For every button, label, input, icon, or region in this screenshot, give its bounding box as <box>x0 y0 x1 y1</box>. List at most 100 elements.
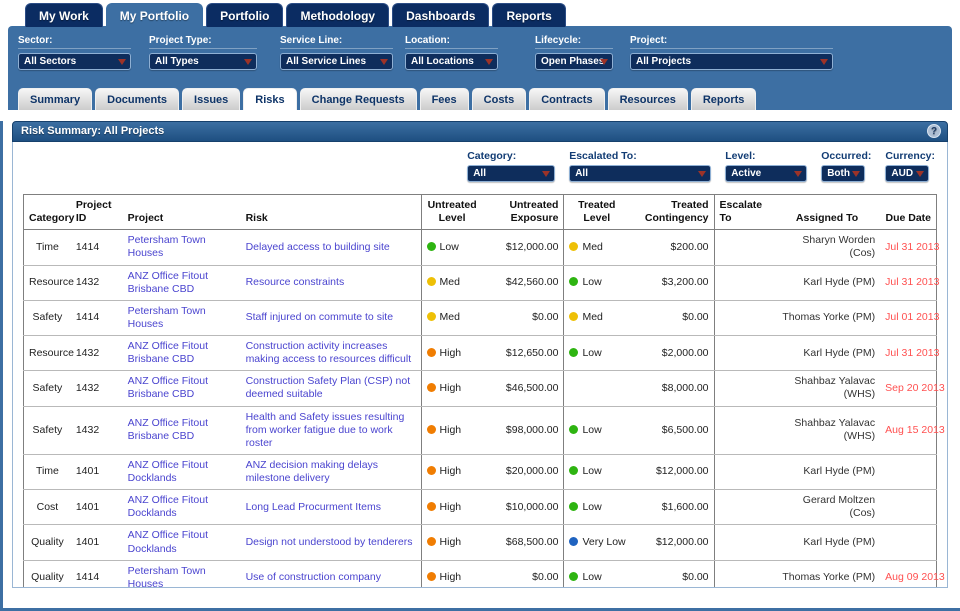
treated-level-cell: Low <box>563 454 630 491</box>
risk-link[interactable]: Resource constraints <box>245 276 345 289</box>
filter-dropdown-project[interactable]: All Projects <box>630 53 833 70</box>
project-link[interactable]: Petersham Town Houses <box>127 234 206 260</box>
dropdown-arrow-icon <box>542 171 551 177</box>
column-header-risk: Risk <box>240 194 422 231</box>
risk-link[interactable]: Design not understood by tenderers <box>245 535 413 548</box>
assigned-to-cell: Karl Hyde (PM) <box>773 524 881 561</box>
project-link[interactable]: ANZ Office Fitout Docklands <box>127 529 208 555</box>
project-link[interactable]: ANZ Office Fitout Brisbane CBD <box>127 269 208 295</box>
risk-cell: Construction Safety Plan (CSP) not deeme… <box>240 370 422 407</box>
untreated-exposure-cell: $0.00 <box>482 300 564 337</box>
table-row: Time 1401 ANZ Office Fitout Docklands ANZ d… <box>23 454 937 491</box>
tab-reports[interactable]: Reports <box>690 88 757 110</box>
table-row: Resource 1432 ANZ Office Fitout Brisbane C… <box>23 265 939 301</box>
dropdown-arrow-icon <box>380 59 388 65</box>
main-nav-tabs: My Work My Portfolio Portfolio Methodology D… <box>0 0 960 27</box>
assigned-to-cell: Thomas Yorke (PM) <box>773 560 881 587</box>
risk-filter-dropdown-category[interactable]: All <box>467 165 556 182</box>
risk-level-label: High <box>439 571 462 584</box>
top-tab-dashboards[interactable]: Dashboards <box>392 3 490 27</box>
top-tab-portfolio[interactable]: Portfolio <box>206 3 284 27</box>
risk-link[interactable]: Health and Safety issues resulting from … <box>245 410 405 449</box>
project-link[interactable]: ANZ Office Fitout Brisbane CBD <box>127 375 208 401</box>
tab-risks[interactable]: Risks <box>243 88 297 110</box>
project-cell: Petersham Town Houses <box>122 300 241 337</box>
risk-cell: Resource constraints <box>240 265 422 301</box>
due-date-cell: Jul 31 2013 <box>880 335 939 372</box>
treated-level-cell: Low <box>563 265 630 301</box>
column-header-project-id: Project ID <box>70 194 123 231</box>
tab-documents[interactable]: Documents <box>95 88 180 110</box>
top-tab-my-portfolio[interactable]: My Portfolio <box>105 3 204 27</box>
untreated-exposure-cell: $0.00 <box>482 560 564 587</box>
project-link[interactable]: ANZ Office Fitout Docklands <box>127 458 208 484</box>
risk-link[interactable]: Construction Safety Plan (CSP) not deeme… <box>245 375 411 401</box>
top-tab-my-work[interactable]: My Work <box>25 3 103 27</box>
project-link[interactable]: ANZ Office Fitout Docklands <box>127 494 208 520</box>
tab-change-requests[interactable]: Change Requests <box>299 88 417 110</box>
project-link[interactable]: ANZ Office Fitout Brisbane CBD <box>127 417 208 443</box>
dropdown-arrow-icon <box>820 59 828 65</box>
risk-filter-dropdown-occurred[interactable]: Both <box>821 165 866 182</box>
escalate-to-cell <box>713 335 774 372</box>
untreated-exposure-cell: $98,000.00 <box>482 406 564 455</box>
risk-link[interactable]: Long Lead Procurment Items <box>245 500 381 513</box>
risk-filter-label: Currency: <box>885 150 935 162</box>
filter-dropdown-location[interactable]: All Locations <box>405 53 498 70</box>
filter-dropdown-lifecycle[interactable]: Open Phases <box>535 53 613 70</box>
risk-link[interactable]: Use of construction company <box>245 571 381 584</box>
risk-summary-table: Category Project ID Project Risk Untreated L… <box>23 194 945 588</box>
risk-link[interactable]: Staff injured on commute to site <box>245 311 394 324</box>
risk-level-label: High <box>439 381 462 394</box>
tab-summary[interactable]: Summary <box>18 88 93 110</box>
risk-link[interactable]: Delayed access to building site <box>245 240 390 253</box>
risk-filter-dropdown-escalated-to[interactable]: All <box>569 165 712 182</box>
treated-contingency-cell: $3,200.00 <box>629 265 715 301</box>
table-header-row: Category Project ID Project Risk Untreated L… <box>23 194 937 231</box>
risk-link[interactable]: ANZ decision making delays milestone del… <box>245 458 379 484</box>
due-date-cell <box>880 524 937 561</box>
filter-dropdown-service-line[interactable]: All Service Lines <box>280 53 393 70</box>
escalate-to-cell <box>713 370 774 407</box>
treated-contingency-cell: $200.00 <box>629 229 715 266</box>
due-date-cell: Aug 15 2013 <box>880 406 945 455</box>
treated-contingency-cell: $12,000.00 <box>629 454 715 491</box>
risk-level-label: Med <box>439 311 460 324</box>
tab-resources[interactable]: Resources <box>607 88 688 110</box>
top-tab-methodology[interactable]: Methodology <box>286 3 390 27</box>
risk-level-label: Very Low <box>582 535 626 548</box>
untreated-exposure-cell: $12,000.00 <box>482 229 564 266</box>
filter-dropdown-sector[interactable]: All Sectors <box>18 53 131 70</box>
column-header-untreated-level: Untreated Level <box>420 194 483 231</box>
project-id-cell: 1401 <box>70 489 123 526</box>
risk-filter-dropdown-currency[interactable]: AUD <box>885 165 930 182</box>
risk-link[interactable]: Construction activity increases making a… <box>245 340 412 366</box>
tab-issues[interactable]: Issues <box>182 88 241 110</box>
content-area: Risk Summary: All Projects ? Category: Al… <box>0 121 960 611</box>
filter-group-project: Project: All Projects <box>630 35 833 70</box>
filter-dropdown-project-type[interactable]: All Types <box>149 53 257 70</box>
table-row: Resource 1432 ANZ Office Fitout Brisbane C… <box>23 335 939 372</box>
risk-level-dot <box>569 501 579 511</box>
top-tab-reports[interactable]: Reports <box>492 3 566 27</box>
project-link[interactable]: ANZ Office Fitout Brisbane CBD <box>127 340 208 366</box>
table-row: Safety 1432 ANZ Office Fitout Brisbane CBD… <box>23 370 945 407</box>
table-row: Time 1414 Petersham Town Houses Delayed acc… <box>23 229 939 266</box>
risk-level-label: High <box>439 465 462 478</box>
risk-level-dot <box>569 277 579 287</box>
help-icon[interactable]: ? <box>927 124 941 138</box>
tab-fees[interactable]: Fees <box>419 88 469 110</box>
category-cell: Quality <box>23 560 71 587</box>
project-cell: ANZ Office Fitout Docklands <box>122 489 241 526</box>
column-header-treated-level: Treated Level <box>563 194 630 231</box>
risk-cell: Use of construction company <box>240 560 422 587</box>
project-link[interactable]: Petersham Town Houses <box>127 304 206 330</box>
filter-label: Project: <box>630 35 833 49</box>
risk-filter-dropdown-level[interactable]: Active <box>725 165 808 182</box>
project-link[interactable]: Petersham Town Houses <box>127 564 206 588</box>
dropdown-arrow-icon <box>916 171 925 177</box>
tab-contracts[interactable]: Contracts <box>529 88 605 110</box>
tab-costs[interactable]: Costs <box>471 88 527 110</box>
escalate-to-cell <box>713 524 774 561</box>
due-date-cell <box>880 454 937 491</box>
